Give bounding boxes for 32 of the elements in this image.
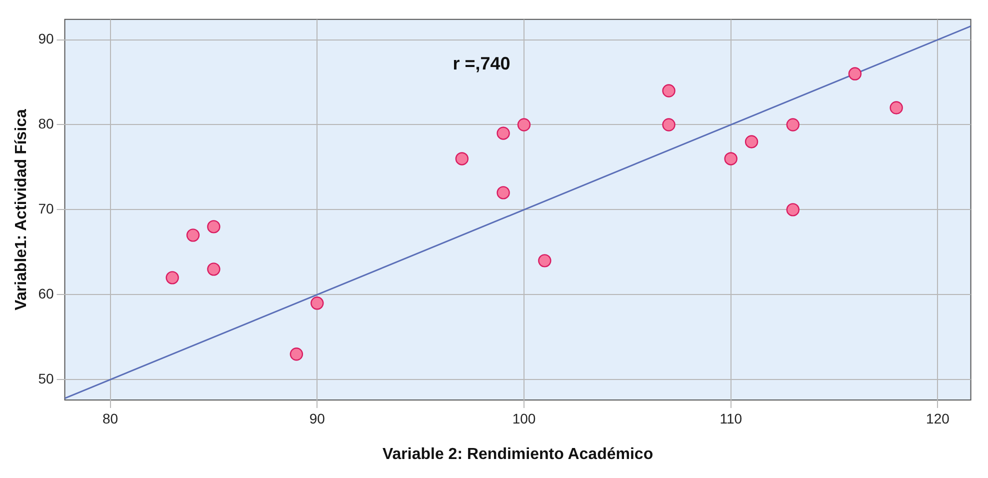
y-tick-label: 70 [38,200,54,217]
point [890,101,903,114]
x-tick-label: 90 [309,410,326,426]
point [744,135,758,148]
y-axis-title: Variable1: Actividad Física [13,108,30,310]
point [207,262,220,276]
y-tick-label: 90 [38,30,54,47]
point [186,228,200,242]
point [290,348,304,361]
y-tick-label: 60 [38,286,54,302]
point [786,118,800,132]
annotation: r =,740 [452,53,510,74]
point [166,271,179,284]
point [310,296,324,310]
point [455,152,469,166]
x-tick-label: 110 [720,410,742,426]
x-tick-label: 120 [926,410,950,426]
point [496,186,510,200]
x-tick-label: 100 [512,410,536,426]
point [662,84,676,98]
point [538,254,552,268]
point [517,118,531,132]
point [496,126,510,140]
point [662,118,676,132]
point [848,67,862,80]
y-tick-label: 50 [38,370,54,386]
y-tick-label: 80 [38,116,54,132]
x-axis-title: Variable 2: Rendimiento Académico [382,446,654,463]
point [724,152,738,166]
point [207,220,220,234]
point [786,203,800,216]
x-tick-label: 80 [102,410,118,426]
